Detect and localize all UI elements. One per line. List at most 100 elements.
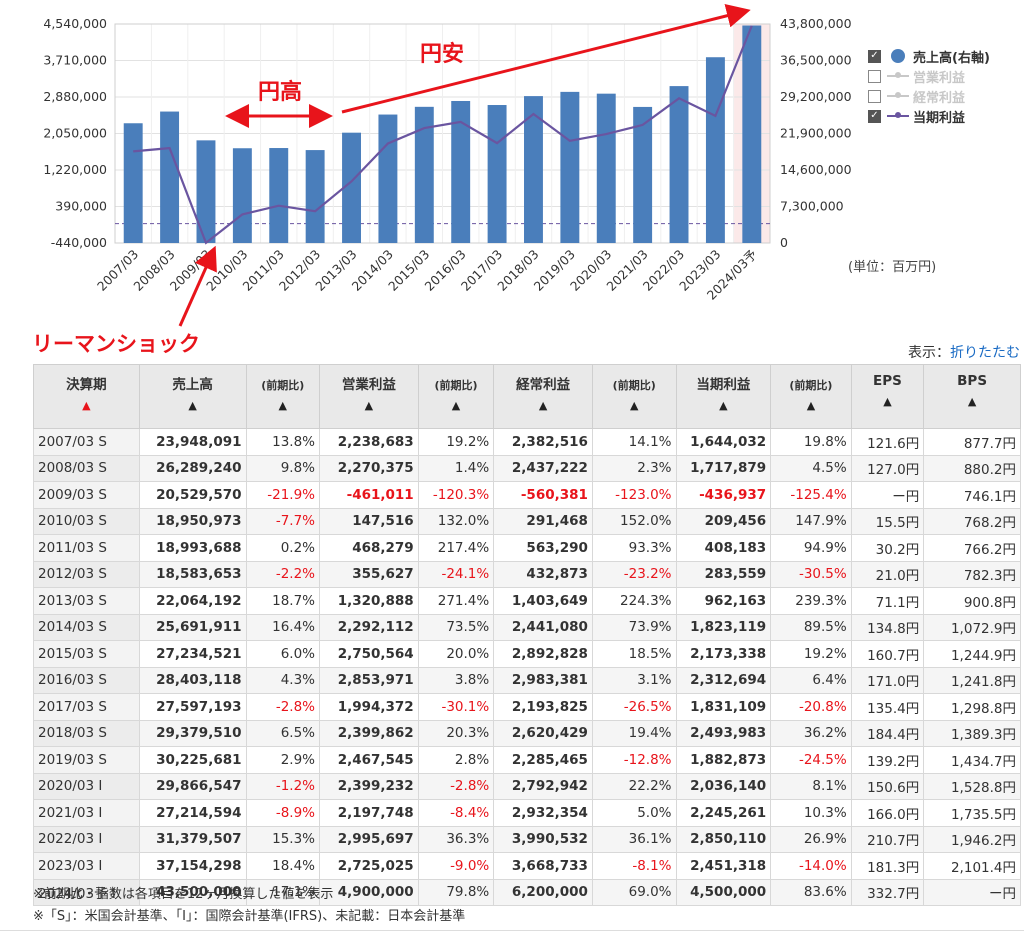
legend-line-icon <box>887 112 909 118</box>
table-cell: -24.1% <box>417 560 495 588</box>
table-cell: 2,853,971 <box>319 666 419 694</box>
table-cell: -7.7% <box>245 507 321 535</box>
table-cell: 332.7円 <box>850 878 925 906</box>
bar <box>633 106 653 243</box>
table-cell: 408,183 <box>675 534 772 562</box>
legend-item-ordinary[interactable]: 経常利益 <box>868 86 1024 106</box>
table-cell: 768.2円 <box>923 507 1021 535</box>
table-cell: 2,238,683 <box>319 428 419 456</box>
legend-checkbox-operating[interactable] <box>868 69 881 83</box>
header-sales-yoy[interactable]: (前期比) ▲ <box>245 364 321 429</box>
table-row: 2010/03 S 18,950,973 -7.7% 147,516 132.0% 291… <box>33 507 1021 535</box>
sort-arrow-icon: ▲ <box>806 399 816 412</box>
header-sales[interactable]: 売上高 ▲ <box>138 364 247 429</box>
legend-item-operating[interactable]: 営業利益 <box>868 66 1024 86</box>
header-net[interactable]: 当期利益 ▲ <box>675 364 772 429</box>
earnings-chart: 4,540,000 43,800,000 3,710,000 36,500,000 2,… <box>43 3 852 327</box>
table-row: 2016/03 S 28,403,118 4.3% 2,853,971 3.8% 2,98… <box>33 666 1021 694</box>
table-cell: -1.2% <box>245 772 321 800</box>
table-cell: 3,668,733 <box>493 852 593 880</box>
table-cell: 1,946.2円 <box>923 825 1021 853</box>
table-cell: 2,467,545 <box>319 746 419 774</box>
table-cell: 166.0円 <box>850 799 925 827</box>
table-cell: 2,399,862 <box>319 719 419 747</box>
bar <box>669 86 689 243</box>
table-cell: 210.7円 <box>850 825 925 853</box>
sort-arrow-icon: ▲ <box>278 399 287 412</box>
sort-arrow-icon: ▲ <box>629 399 639 412</box>
table-cell: 43,500,000 <box>138 878 247 906</box>
table-cell: 2,101.4円 <box>923 852 1021 880</box>
sort-arrow-icon: ▲ <box>451 399 461 412</box>
table-row: 2023/03 I 37,154,298 18.4% 2,725,025 -9.0% 3,… <box>33 852 1021 880</box>
legend-line-icon <box>887 92 909 98</box>
table-cell: 13.8% <box>245 428 321 456</box>
table-cell: 18.7% <box>245 587 321 615</box>
annotation-lehman: リーマンショック <box>32 332 200 356</box>
table-cell: -2.8% <box>245 693 321 721</box>
legend-item-net[interactable]: ✓ 当期利益 <box>868 106 1024 126</box>
left-tick-label: 3,710,000 <box>43 53 107 68</box>
table-cell: 2,441,080 <box>493 613 593 641</box>
legend-checkbox-ordinary[interactable] <box>868 89 881 103</box>
legend-checkbox-sales[interactable]: ✓ <box>868 49 881 63</box>
table-cell: 20.3% <box>417 719 495 747</box>
collapse-link[interactable]: 折りたたむ <box>950 345 1020 361</box>
table-cell: ー円 <box>923 878 1021 906</box>
right-tick-label: 36,500,000 <box>780 53 852 68</box>
table-cell: -123.0% <box>591 481 677 509</box>
header-bps[interactable]: BPS ▲ <box>923 364 1021 429</box>
table-cell: 283,559 <box>675 560 772 588</box>
bar <box>160 111 180 243</box>
table-cell: 0.2% <box>245 534 321 562</box>
table-cell: 2.8% <box>417 746 495 774</box>
table-cell: 1,320,888 <box>319 587 419 615</box>
table-cell: 2,382,516 <box>493 428 593 456</box>
sort-arrow-icon: ▲ <box>883 395 892 408</box>
header-eps[interactable]: EPS ▲ <box>850 364 925 429</box>
table-cell: 21.0円 <box>850 560 925 588</box>
table-cell: 14.1% <box>591 428 677 456</box>
table-cell: 2,036,140 <box>675 772 772 800</box>
table-cell: 147.9% <box>770 507 852 535</box>
header-net-yoy[interactable]: (前期比) ▲ <box>770 364 852 429</box>
header-operating[interactable]: 営業利益 ▲ <box>319 364 419 429</box>
header-ordinary-yoy[interactable]: (前期比) ▲ <box>591 364 677 429</box>
table-cell: 1,072.9円 <box>923 613 1021 641</box>
footnote-accounting: ※「S」：米国会計基準、「I」：国際会計基準(IFRS)、未記載：日本会計基準 <box>33 909 466 924</box>
table-cell: 2,725,025 <box>319 852 419 880</box>
financial-table: 決算期 ▲ 売上高 ▲ (前期比) ▲ 営業利益 ▲ (前期比) ▲ 経常利益 ▲ (前期比… <box>33 364 1021 906</box>
table-cell: 79.8% <box>417 878 495 906</box>
left-tick-label: 2,880,000 <box>43 89 107 104</box>
table-cell: 150.6円 <box>850 772 925 800</box>
legend-checkbox-net[interactable]: ✓ <box>868 109 881 123</box>
table-cell: 73.9% <box>591 613 677 641</box>
line-series-net-income <box>133 25 753 245</box>
table-cell: 2.9% <box>245 746 321 774</box>
table-cell: 134.8円 <box>850 613 925 641</box>
sort-arrow-icon: ▲ <box>719 399 728 412</box>
table-row: 2021/03 I 27,214,594 -8.9% 2,197,748 -8.4% 2,… <box>33 799 1021 827</box>
header-ordinary[interactable]: 経常利益 ▲ <box>493 364 593 429</box>
left-tick-label: 4,540,000 <box>43 16 107 31</box>
table-cell: 37,154,298 <box>138 852 247 880</box>
right-tick-label: 29,200,000 <box>780 89 852 104</box>
table-cell: 29,379,510 <box>138 719 247 747</box>
table-cell: 1,298.8円 <box>923 693 1021 721</box>
period-cell: 2017/03 S <box>33 693 140 721</box>
yen-weak-arrow <box>341 3 751 114</box>
legend-item-sales[interactable]: ✓ 売上高(右軸) <box>868 46 1024 66</box>
table-cell: 355,627 <box>319 560 419 588</box>
table-cell: 2,620,429 <box>493 719 593 747</box>
period-cell: 2013/03 S <box>33 587 140 615</box>
table-row: 2013/03 S 22,064,192 18.7% 1,320,888 271.4% 1… <box>33 587 1021 615</box>
table-cell: 10.3% <box>770 799 852 827</box>
table-cell: 2,399,232 <box>319 772 419 800</box>
sort-arrow-icon: ▲ <box>188 399 197 412</box>
table-cell: 2,285,465 <box>493 746 593 774</box>
table-cell: -30.5% <box>770 560 852 588</box>
header-operating-yoy[interactable]: (前期比) ▲ <box>417 364 495 429</box>
table-cell: 132.0% <box>417 507 495 535</box>
header-period[interactable]: 決算期 ▲ <box>33 364 140 429</box>
sort-arrow-icon: ▲ <box>538 399 548 412</box>
